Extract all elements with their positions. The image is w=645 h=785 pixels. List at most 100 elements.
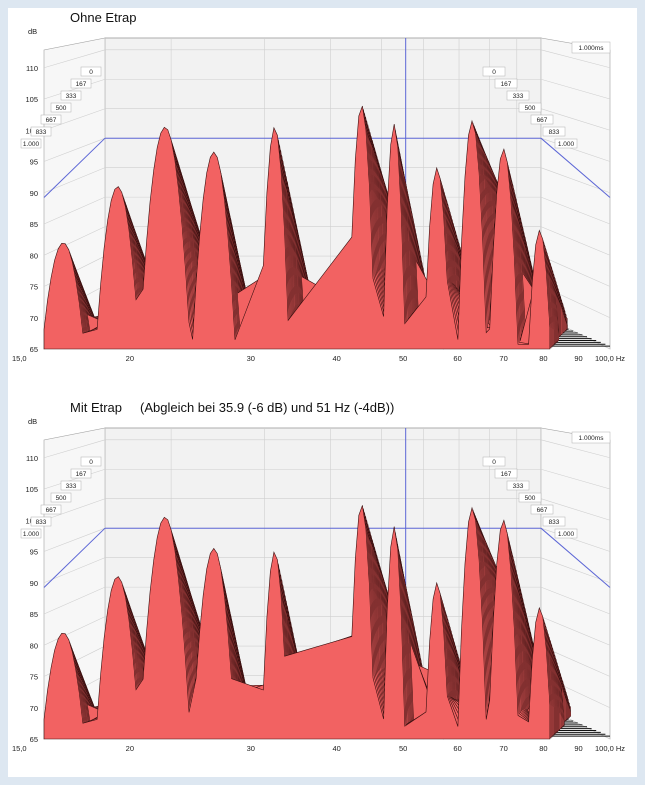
time-box-right-0 bbox=[482, 66, 506, 77]
x-tick-3: 40 bbox=[332, 744, 340, 753]
side-grid-right-1 bbox=[540, 78, 611, 100]
time-box-left-5 bbox=[30, 126, 52, 137]
x-tick-6: 70 bbox=[499, 744, 507, 753]
time-label-left-3: 500 bbox=[56, 495, 67, 502]
time-box-right-2 bbox=[506, 90, 530, 101]
y-tick-7: 75 bbox=[30, 673, 38, 682]
time-box-right-1 bbox=[494, 78, 518, 89]
y-tick-8: 70 bbox=[30, 314, 38, 323]
side-grid-right-6 bbox=[540, 616, 611, 646]
x-tick-9: 100,0 Hz bbox=[595, 744, 625, 753]
side-grid-right-2 bbox=[540, 108, 611, 131]
time-label-left-4: 667 bbox=[46, 117, 57, 124]
x-tick-9: 100,0 Hz bbox=[595, 354, 625, 363]
waterfall-chart-ohne-etrap: Ohne EtrapdB1101051009590858075706515,02… bbox=[12, 10, 625, 363]
time-box-right-5 bbox=[542, 516, 566, 527]
time-axis-label: 1.000ms bbox=[579, 435, 605, 442]
time-box-left-4 bbox=[40, 114, 62, 125]
side-grid-left-5 bbox=[43, 586, 106, 615]
x-tick-1: 20 bbox=[126, 744, 134, 753]
x-tick-4: 50 bbox=[399, 354, 407, 363]
side-grid-left-0 bbox=[43, 49, 106, 69]
side-grid-left-6 bbox=[43, 616, 106, 646]
side-grid-left-1 bbox=[43, 78, 106, 100]
waterfall-chart-mit-etrap: Mit Etrap (Abgleich bei 35.9 (-6 dB) und … bbox=[12, 400, 625, 753]
side-grid-right-0 bbox=[540, 49, 611, 69]
waterfall-surface bbox=[43, 505, 571, 740]
time-box-left-1 bbox=[70, 78, 92, 89]
guide-line-left bbox=[43, 527, 106, 588]
time-label-left-0: 0 bbox=[89, 459, 93, 466]
side-grid-right-0 bbox=[540, 439, 611, 459]
x-tick-5: 60 bbox=[453, 354, 461, 363]
time-label-right-3: 500 bbox=[525, 495, 536, 502]
time-label-left-2: 333 bbox=[66, 483, 77, 490]
y-tick-5: 85 bbox=[30, 220, 38, 229]
x-tick-0: 15,0 bbox=[12, 354, 27, 363]
side-grid-right-6 bbox=[540, 226, 611, 256]
time-label-left-6: 1.000 bbox=[23, 531, 40, 538]
time-label-right-6: 1.000 bbox=[558, 531, 575, 538]
time-box-left-5 bbox=[30, 516, 52, 527]
time-label-left-6: 1.000 bbox=[23, 141, 40, 148]
x-tick-8: 90 bbox=[574, 744, 582, 753]
time-axis-box bbox=[571, 41, 611, 54]
chart-title: Mit Etrap bbox=[70, 400, 122, 415]
time-box-right-2 bbox=[506, 480, 530, 491]
time-label-left-2: 333 bbox=[66, 93, 77, 100]
time-box-left-2 bbox=[60, 480, 82, 491]
y-tick-9: 65 bbox=[30, 345, 38, 354]
y-axis-label: dB bbox=[28, 27, 37, 36]
side-grid-right-3 bbox=[540, 527, 611, 552]
side-grid-right-2 bbox=[540, 498, 611, 521]
side-grid-left-0 bbox=[43, 439, 106, 459]
side-grid-left-1 bbox=[43, 468, 106, 490]
y-tick-4: 90 bbox=[30, 579, 38, 588]
side-grid-left-4 bbox=[43, 557, 106, 584]
side-grid-right-7 bbox=[540, 255, 611, 287]
x-tick-7: 80 bbox=[539, 354, 547, 363]
time-label-right-5: 833 bbox=[549, 519, 560, 526]
y-tick-0: 110 bbox=[26, 64, 38, 73]
side-grid-right-4 bbox=[540, 557, 611, 584]
time-label-left-3: 500 bbox=[56, 105, 67, 112]
x-tick-8: 90 bbox=[574, 354, 582, 363]
time-box-right-4 bbox=[530, 504, 554, 515]
time-box-right-1 bbox=[494, 468, 518, 479]
side-grid-left-4 bbox=[43, 167, 106, 194]
y-tick-8: 70 bbox=[30, 704, 38, 713]
time-box-right-3 bbox=[518, 102, 542, 113]
time-label-right-6: 1.000 bbox=[558, 141, 575, 148]
y-tick-5: 85 bbox=[30, 610, 38, 619]
x-tick-1: 20 bbox=[126, 354, 134, 363]
time-label-right-2: 333 bbox=[513, 483, 524, 490]
side-grid-left-3 bbox=[43, 527, 106, 552]
time-box-right-5 bbox=[542, 126, 566, 137]
side-grid-right-5 bbox=[540, 196, 611, 225]
time-label-right-0: 0 bbox=[492, 459, 496, 466]
y-tick-1: 105 bbox=[25, 95, 38, 104]
time-box-left-3 bbox=[50, 492, 72, 503]
side-grid-left-5 bbox=[43, 196, 106, 225]
y-tick-7: 75 bbox=[30, 283, 38, 292]
y-tick-4: 90 bbox=[30, 189, 38, 198]
time-axis-box bbox=[571, 431, 611, 444]
time-label-right-2: 333 bbox=[513, 93, 524, 100]
time-box-left-6 bbox=[20, 138, 42, 149]
x-tick-2: 30 bbox=[247, 354, 255, 363]
time-label-right-1: 167 bbox=[501, 471, 512, 478]
guide-line-right bbox=[540, 527, 611, 588]
side-grid-right-4 bbox=[540, 167, 611, 194]
time-label-right-4: 667 bbox=[537, 117, 548, 124]
time-box-left-0 bbox=[80, 456, 102, 467]
time-label-left-0: 0 bbox=[89, 69, 93, 76]
waterfall-surface bbox=[43, 105, 568, 350]
guide-line-right bbox=[540, 137, 611, 198]
time-box-right-4 bbox=[530, 114, 554, 125]
time-label-right-3: 500 bbox=[525, 105, 536, 112]
time-label-left-5: 833 bbox=[36, 519, 47, 526]
y-tick-0: 110 bbox=[26, 454, 38, 463]
x-tick-0: 15,0 bbox=[12, 744, 27, 753]
x-tick-6: 70 bbox=[499, 354, 507, 363]
y-axis-label: dB bbox=[28, 417, 37, 426]
